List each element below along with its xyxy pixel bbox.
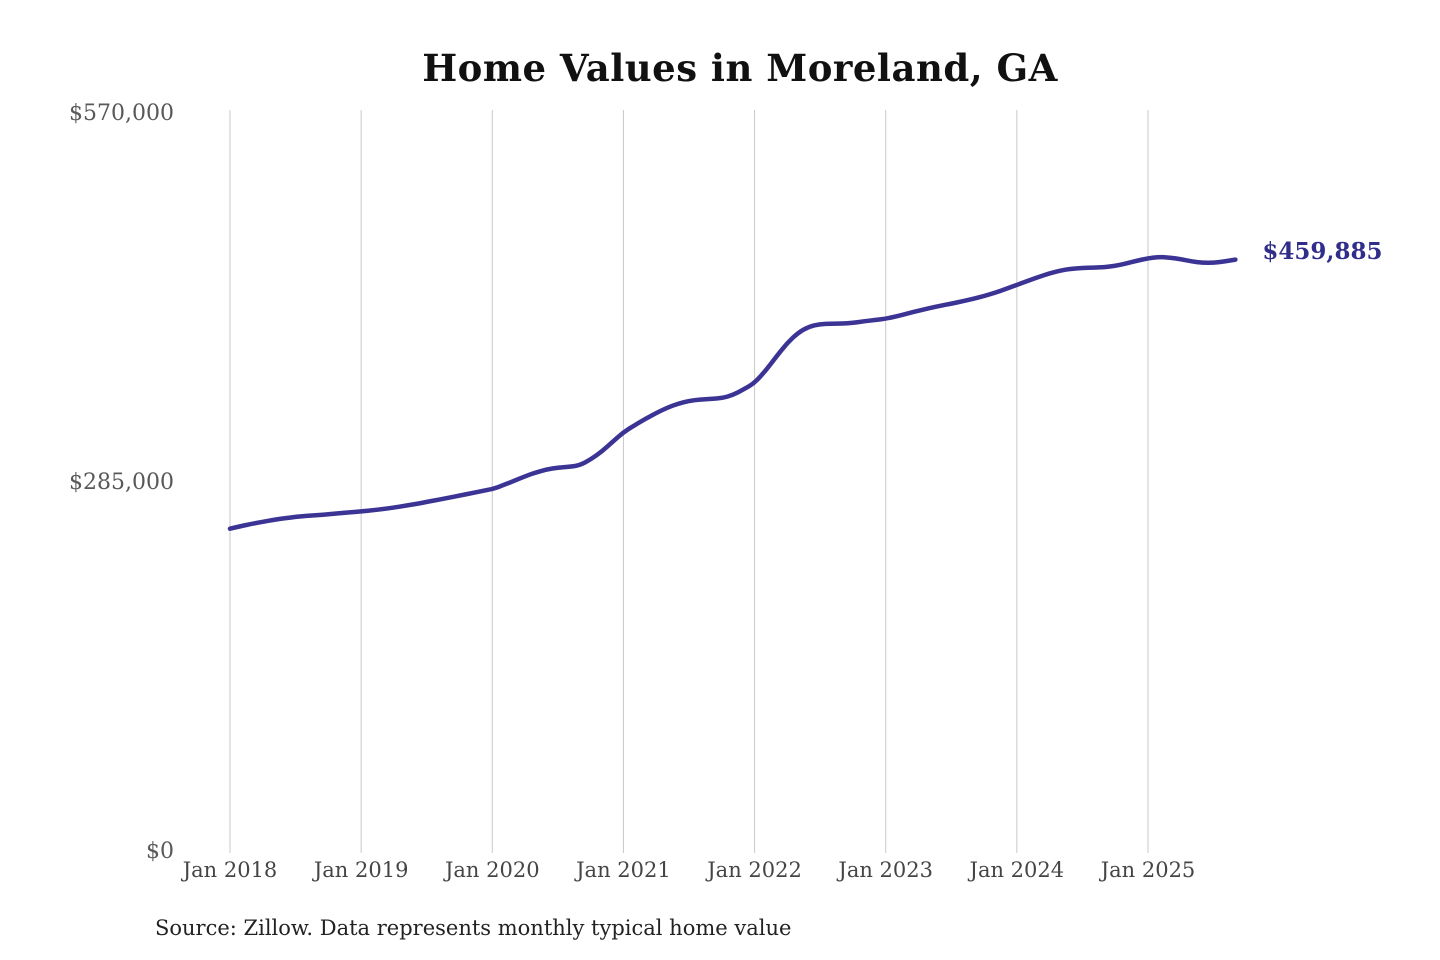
current-value-label: $459,885 — [1262, 237, 1383, 265]
x-tick-label: Jan 2022 — [707, 858, 802, 882]
gridlines-group — [229, 110, 1149, 853]
y-tick-label: $285,000 — [69, 470, 174, 495]
x-tick-label: Jan 2019 — [313, 858, 409, 882]
home-value-line — [227, 254, 1238, 531]
chart-title: Home Values in Moreland, GA — [422, 46, 1058, 90]
source-note: Source: Zillow. Data represents monthly … — [155, 916, 792, 940]
x-tick-label: Jan 2025 — [1100, 858, 1196, 882]
x-tick-label: Jan 2023 — [838, 858, 933, 882]
x-tick-label: Jan 2018 — [182, 858, 278, 882]
x-tick-label: Jan 2020 — [444, 858, 540, 882]
y-tick-label: $0 — [146, 839, 174, 864]
y-tick-label: $570,000 — [69, 101, 174, 126]
x-tick-label: Jan 2021 — [576, 858, 671, 882]
x-tick-label: Jan 2024 — [969, 858, 1065, 882]
